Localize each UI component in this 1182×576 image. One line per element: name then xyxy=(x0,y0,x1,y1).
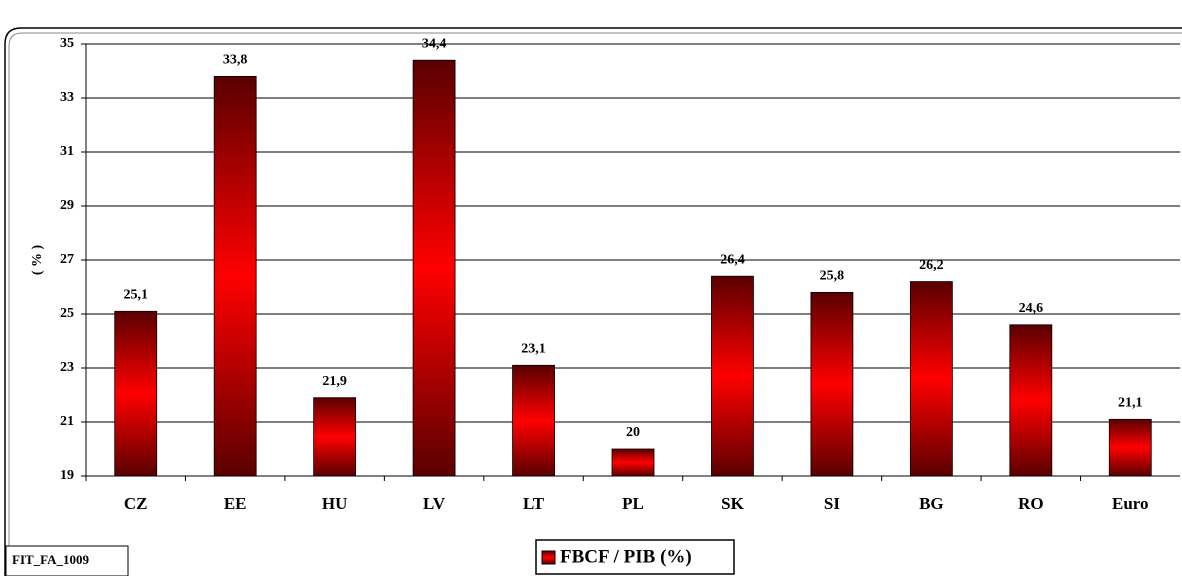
bar xyxy=(512,364,555,477)
y-tick-label: 31 xyxy=(60,144,74,159)
y-tick-label: 27 xyxy=(60,252,74,267)
value-label: 21,1 xyxy=(1118,396,1143,411)
legend-label: FBCF / PIB (%) xyxy=(560,546,692,567)
y-tick-label: 35 xyxy=(60,36,74,51)
legend-swatch xyxy=(541,550,556,565)
value-label: 26,4 xyxy=(720,252,745,267)
legend-box xyxy=(535,539,735,575)
bar xyxy=(1108,418,1152,477)
x-tick-label: Euro xyxy=(1112,494,1149,513)
x-tick-label: SI xyxy=(824,494,840,513)
bar xyxy=(1009,324,1053,477)
value-label: 25,1 xyxy=(123,288,148,303)
x-tick-label: RO xyxy=(1018,494,1044,513)
x-tick-label: SK xyxy=(721,494,744,513)
x-tick-label: CZ xyxy=(124,494,148,513)
value-label: 20 xyxy=(626,425,640,440)
y-tick-label: 19 xyxy=(60,468,74,483)
y-tick-label: 21 xyxy=(60,414,74,429)
bar xyxy=(810,291,854,477)
x-tick-label: HU xyxy=(322,494,348,513)
bar xyxy=(412,59,456,477)
value-label: 26,2 xyxy=(919,258,944,273)
bar xyxy=(114,310,158,477)
x-tick-label: LV xyxy=(423,494,446,513)
bar xyxy=(711,275,754,477)
x-tick-label: LT xyxy=(523,494,545,513)
value-label: 25,8 xyxy=(820,269,845,284)
chart-frame-inner xyxy=(8,32,1182,576)
bar xyxy=(313,397,357,477)
chart-frame xyxy=(4,27,1182,576)
y-tick-label: 23 xyxy=(60,360,74,375)
x-tick-label: EE xyxy=(224,494,247,513)
bar xyxy=(213,76,257,477)
bar xyxy=(611,448,655,477)
footnote-box xyxy=(5,545,129,576)
value-label: 23,1 xyxy=(521,342,546,357)
footnote: FIT_FA_1009 xyxy=(12,552,90,567)
y-axis-label: ( % ) xyxy=(30,245,45,276)
value-label: 33,8 xyxy=(223,53,248,68)
value-label: 34,4 xyxy=(422,36,447,51)
value-label: 24,6 xyxy=(1019,301,1044,316)
x-tick-label: PL xyxy=(622,494,644,513)
bar xyxy=(909,281,953,477)
y-tick-label: 25 xyxy=(60,306,74,321)
y-tick-label: 33 xyxy=(60,90,74,105)
x-tick-label: BG xyxy=(919,494,944,513)
value-label: 21,9 xyxy=(322,374,347,389)
y-tick-label: 29 xyxy=(60,198,74,213)
